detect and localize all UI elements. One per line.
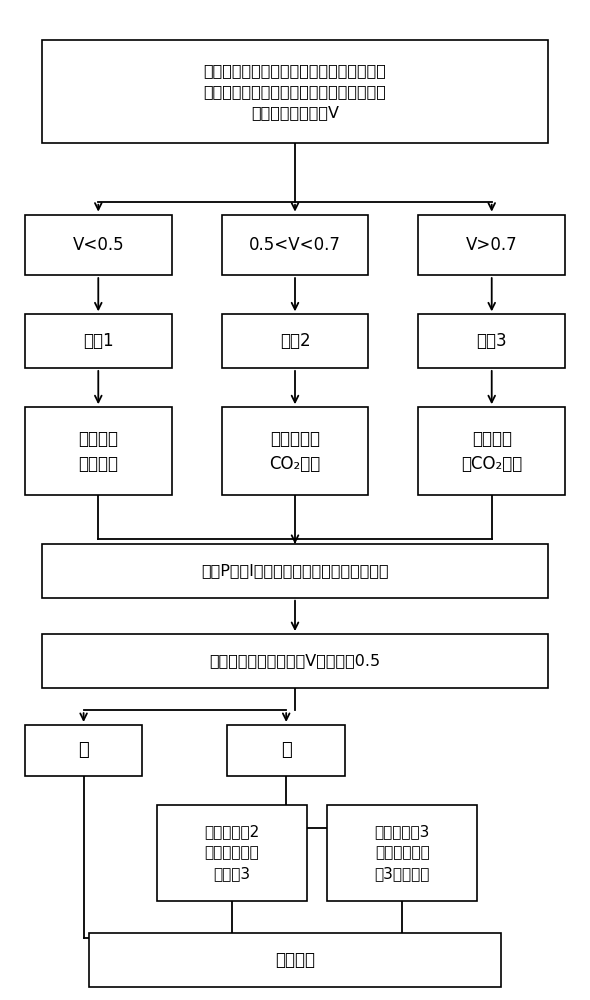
- Text: 重新计算整体变异系数V是否小于0.5: 重新计算整体变异系数V是否小于0.5: [209, 653, 381, 668]
- FancyBboxPatch shape: [90, 933, 500, 987]
- Text: 控制P井、I井井口压力分四步挤液扩容改造: 控制P井、I井井口压力分四步挤液扩容改造: [201, 563, 389, 578]
- Text: 已采取方案3
的井，延长方
案3施工时间: 已采取方案3 的井，延长方 案3施工时间: [375, 824, 430, 881]
- Text: 常温注地
层产出液: 常温注地 层产出液: [78, 430, 118, 473]
- FancyBboxPatch shape: [418, 314, 565, 368]
- FancyBboxPatch shape: [228, 725, 345, 776]
- Text: 改造结束: 改造结束: [275, 951, 315, 969]
- Text: 常温注饱和
CO₂盐水: 常温注饱和 CO₂盐水: [270, 430, 320, 473]
- FancyBboxPatch shape: [418, 215, 565, 275]
- Text: 方案2: 方案2: [280, 332, 310, 350]
- FancyBboxPatch shape: [42, 544, 548, 598]
- FancyBboxPatch shape: [25, 725, 142, 776]
- FancyBboxPatch shape: [418, 407, 565, 495]
- FancyBboxPatch shape: [222, 407, 368, 495]
- Text: 方案1: 方案1: [83, 332, 114, 350]
- FancyBboxPatch shape: [157, 805, 307, 901]
- FancyBboxPatch shape: [42, 634, 548, 688]
- Text: 0.5<V<0.7: 0.5<V<0.7: [249, 236, 341, 254]
- FancyBboxPatch shape: [222, 215, 368, 275]
- FancyBboxPatch shape: [25, 407, 172, 495]
- FancyBboxPatch shape: [327, 805, 477, 901]
- FancyBboxPatch shape: [222, 314, 368, 368]
- Text: 是: 是: [78, 741, 89, 759]
- Text: V<0.5: V<0.5: [73, 236, 124, 254]
- Text: 高温注饱
和CO₂盐水: 高温注饱 和CO₂盐水: [461, 430, 522, 473]
- FancyBboxPatch shape: [25, 215, 172, 275]
- Text: V>0.7: V>0.7: [466, 236, 517, 254]
- FancyBboxPatch shape: [25, 314, 172, 368]
- Text: 否: 否: [281, 741, 291, 759]
- Text: 根据渗透率剖面图，计算每一分层的渗透率
变异系数，按照每一分层的权重系数计算整
体渗透率变异系数V: 根据渗透率剖面图，计算每一分层的渗透率 变异系数，按照每一分层的权重系数计算整 …: [204, 63, 386, 120]
- FancyBboxPatch shape: [42, 40, 548, 143]
- Text: 方案3: 方案3: [476, 332, 507, 350]
- Text: 已采取方案2
的井，再次采
用方案3: 已采取方案2 的井，再次采 用方案3: [204, 824, 260, 881]
